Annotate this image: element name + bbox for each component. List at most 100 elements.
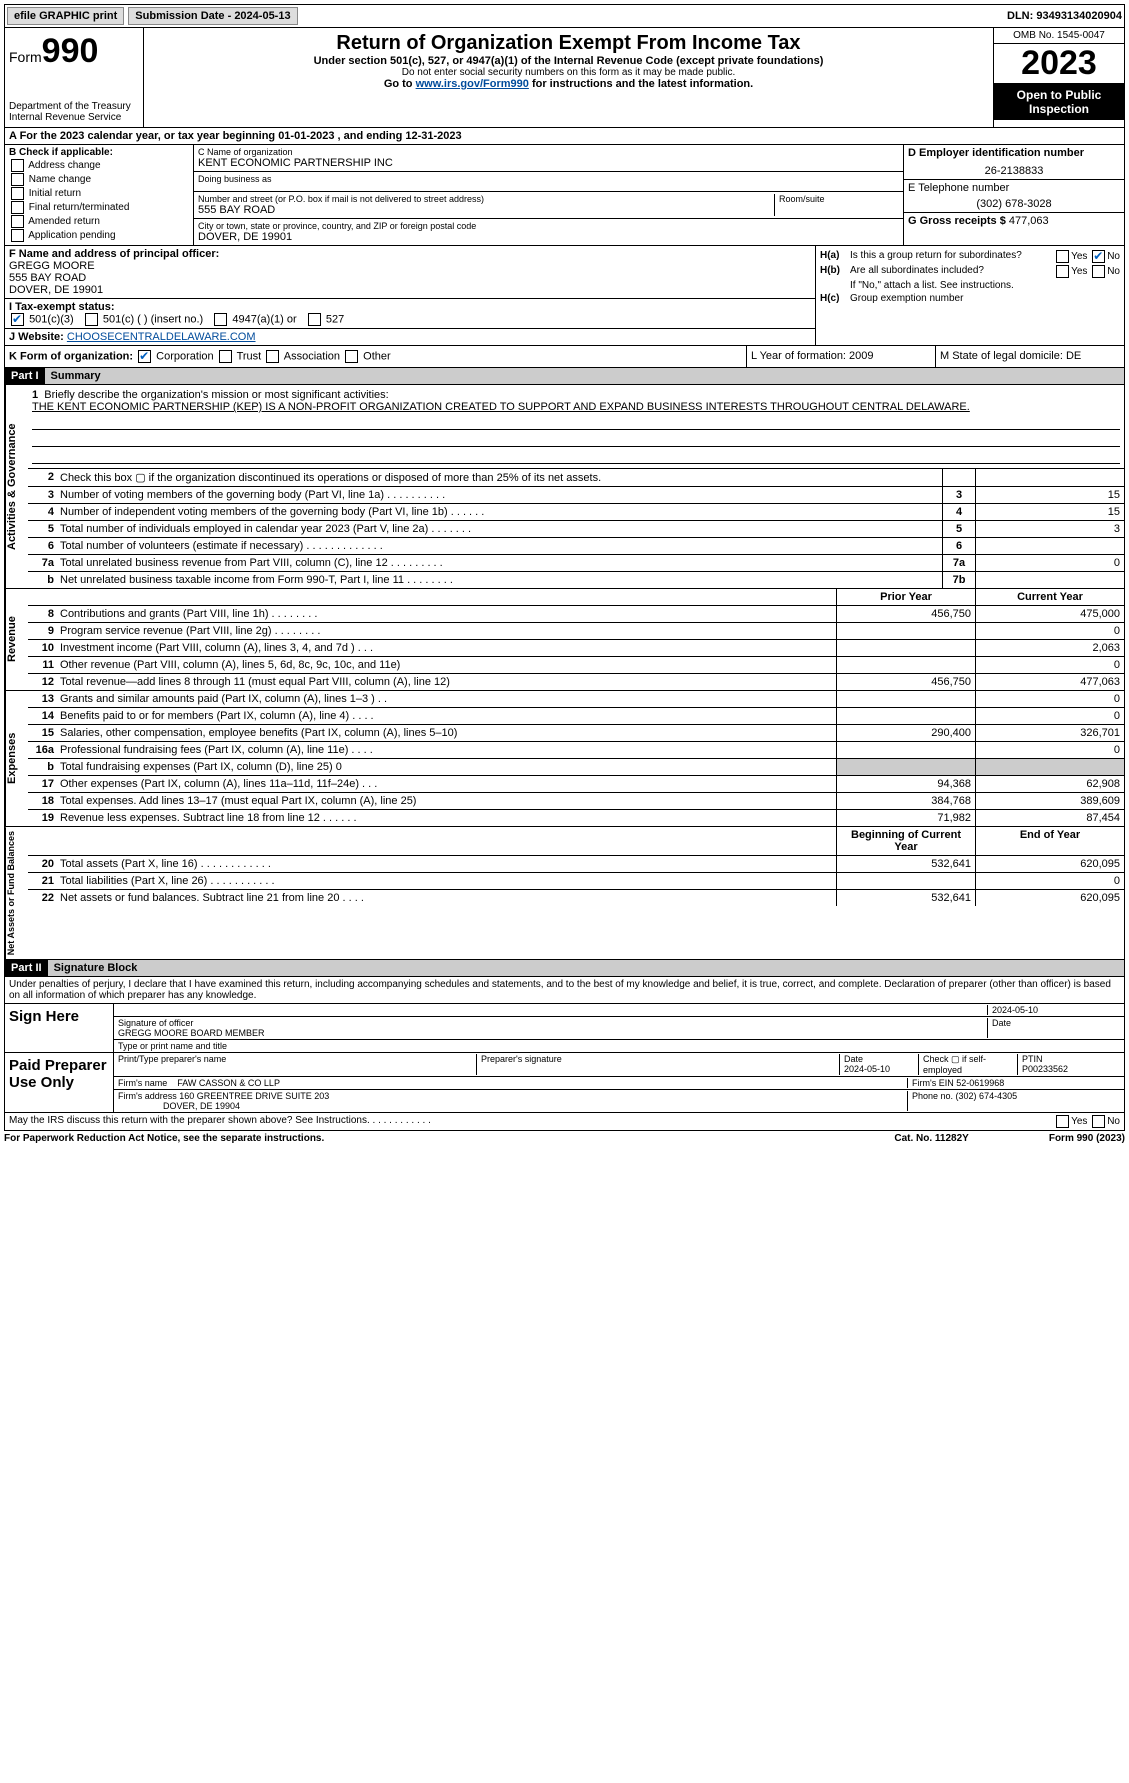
officer-street: 555 BAY ROAD xyxy=(9,272,86,284)
revenue-section: Revenue Prior Year Current Year 8Contrib… xyxy=(4,589,1125,691)
firm-phone: (302) 674-4305 xyxy=(956,1091,1018,1101)
ein-label: D Employer identification number xyxy=(908,147,1084,159)
subtitle-3: Go to www.irs.gov/Form990 for instructio… xyxy=(148,78,989,90)
ha-no[interactable] xyxy=(1092,250,1105,263)
gross-label: G Gross receipts $ xyxy=(908,215,1006,227)
gov-row: bNet unrelated business taxable income f… xyxy=(28,572,1124,588)
net-row: 22Net assets or fund balances. Subtract … xyxy=(28,890,1124,906)
part2-header-row: Part II Signature Block xyxy=(4,960,1125,977)
gov-row: 5Total number of individuals employed in… xyxy=(28,521,1124,538)
end-year-header: End of Year xyxy=(975,827,1124,855)
net-row: 21Total liabilities (Part X, line 26) . … xyxy=(28,873,1124,890)
exp-row: 16aProfessional fundraising fees (Part I… xyxy=(28,742,1124,759)
rev-row: 11Other revenue (Part VIII, column (A), … xyxy=(28,657,1124,674)
k-trust[interactable] xyxy=(219,350,232,363)
vlabel-netassets: Net Assets or Fund Balances xyxy=(5,827,28,959)
tax-year: 2023 xyxy=(994,44,1124,84)
k-corp[interactable] xyxy=(138,350,151,363)
k-assoc[interactable] xyxy=(266,350,279,363)
part1-badge: Part I xyxy=(5,368,45,384)
ein: 26-2138833 xyxy=(908,165,1120,177)
city: DOVER, DE 19901 xyxy=(198,231,899,243)
exp-row: 19Revenue less expenses. Subtract line 1… xyxy=(28,810,1124,826)
discuss-no[interactable] xyxy=(1092,1115,1105,1128)
vlabel-governance: Activities & Governance xyxy=(5,385,28,588)
gov-row: 7aTotal unrelated business revenue from … xyxy=(28,555,1124,572)
exp-row: 15Salaries, other compensation, employee… xyxy=(28,725,1124,742)
city-label: City or town, state or province, country… xyxy=(198,221,899,231)
rev-row: 12Total revenue—add lines 8 through 11 (… xyxy=(28,674,1124,690)
firm-addr1: 160 GREENTREE DRIVE SUITE 203 xyxy=(179,1091,329,1101)
gov-row: 2Check this box ▢ if the organization di… xyxy=(28,469,1124,487)
exp-row: 14Benefits paid to or for members (Part … xyxy=(28,708,1124,725)
header-right: OMB No. 1545-0047 2023 Open to Public In… xyxy=(993,28,1124,127)
row-a-tax-year: A For the 2023 calendar year, or tax yea… xyxy=(4,128,1125,145)
paid-preparer-label: Paid Preparer Use Only xyxy=(5,1053,114,1112)
org-name: KENT ECONOMIC PARTNERSHIP INC xyxy=(198,157,899,169)
gov-row: 4Number of independent voting members of… xyxy=(28,504,1124,521)
hb-no[interactable] xyxy=(1092,265,1105,278)
column-fij: F Name and address of principal officer:… xyxy=(5,246,815,345)
phone-label: E Telephone number xyxy=(908,182,1120,194)
firm-name: FAW CASSON & CO LLP xyxy=(177,1078,280,1088)
dln: DLN: 93493134020904 xyxy=(1007,10,1122,22)
org-name-label: C Name of organization xyxy=(198,147,899,157)
j-label: J Website: xyxy=(9,331,67,343)
ptin: P00233562 xyxy=(1022,1064,1068,1074)
checkbox-4947[interactable] xyxy=(214,313,227,326)
section-bcd: B Check if applicable: Address change Na… xyxy=(4,145,1125,246)
column-c: C Name of organization KENT ECONOMIC PAR… xyxy=(194,145,903,245)
signature-section: Under penalties of perjury, I declare th… xyxy=(4,977,1125,1131)
officer-city: DOVER, DE 19901 xyxy=(9,284,103,296)
section-klm: K Form of organization: Corporation Trus… xyxy=(4,346,1125,368)
exp-row: bTotal fundraising expenses (Part IX, co… xyxy=(28,759,1124,776)
form-number: 990 xyxy=(42,32,99,70)
checkbox-527[interactable] xyxy=(308,313,321,326)
mission-text: THE KENT ECONOMIC PARTNERSHIP (KEP) IS A… xyxy=(32,401,970,413)
irs-link[interactable]: www.irs.gov/Form990 xyxy=(416,78,529,90)
part2-title: Signature Block xyxy=(48,960,1124,976)
efile-print-button[interactable]: efile GRAPHIC print xyxy=(7,7,124,25)
department: Department of the Treasury Internal Reve… xyxy=(9,101,139,123)
net-row: 20Total assets (Part X, line 16) . . . .… xyxy=(28,856,1124,873)
exp-row: 13Grants and similar amounts paid (Part … xyxy=(28,691,1124,708)
rev-row: 9Program service revenue (Part VIII, lin… xyxy=(28,623,1124,640)
current-year-header: Current Year xyxy=(975,589,1124,605)
form-header: Form990 Department of the Treasury Inter… xyxy=(4,28,1125,128)
gross-receipts: 477,063 xyxy=(1009,215,1049,227)
open-to-public: Open to Public Inspection xyxy=(994,84,1124,120)
hb-yes[interactable] xyxy=(1056,265,1069,278)
vlabel-expenses: Expenses xyxy=(5,691,28,826)
discuss-yes[interactable] xyxy=(1056,1115,1069,1128)
room-label: Room/suite xyxy=(779,194,899,204)
expenses-section: Expenses 13Grants and similar amounts pa… xyxy=(4,691,1125,827)
ha-yes[interactable] xyxy=(1056,250,1069,263)
submission-date: Submission Date - 2024-05-13 xyxy=(128,7,297,25)
firm-addr2: DOVER, DE 19904 xyxy=(163,1101,240,1111)
header-center: Return of Organization Exempt From Incom… xyxy=(144,28,993,127)
column-b-checkboxes: B Check if applicable: Address change Na… xyxy=(5,145,194,245)
exp-row: 18Total expenses. Add lines 13–17 (must … xyxy=(28,793,1124,810)
k-other[interactable] xyxy=(345,350,358,363)
checkbox-501c[interactable] xyxy=(85,313,98,326)
i-label: I Tax-exempt status: xyxy=(9,301,115,313)
subtitle-1: Under section 501(c), 527, or 4947(a)(1)… xyxy=(148,55,989,67)
may-discuss: May the IRS discuss this return with the… xyxy=(9,1115,1054,1128)
begin-year-header: Beginning of Current Year xyxy=(836,827,975,855)
gov-row: 6Total number of volunteers (estimate if… xyxy=(28,538,1124,555)
rev-row: 8Contributions and grants (Part VIII, li… xyxy=(28,606,1124,623)
column-d: D Employer identification number 26-2138… xyxy=(903,145,1124,245)
form-title: Return of Organization Exempt From Incom… xyxy=(148,32,989,55)
part1-title: Summary xyxy=(45,368,1124,384)
l-year-formation: L Year of formation: 2009 xyxy=(746,346,935,367)
top-bar: efile GRAPHIC print Submission Date - 20… xyxy=(4,4,1125,28)
cat-no: Cat. No. 11282Y xyxy=(894,1133,968,1144)
rev-row: 10Investment income (Part VIII, column (… xyxy=(28,640,1124,657)
f-label: F Name and address of principal officer: xyxy=(9,248,219,260)
checkbox-501c3[interactable] xyxy=(11,313,24,326)
firm-ein: 52-0619968 xyxy=(956,1078,1004,1088)
k-label: K Form of organization: xyxy=(9,350,133,362)
netassets-section: Net Assets or Fund Balances Beginning of… xyxy=(4,827,1125,960)
website-link[interactable]: CHOOSECENTRALDELAWARE.COM xyxy=(67,331,256,343)
sign-here-label: Sign Here xyxy=(5,1004,114,1052)
